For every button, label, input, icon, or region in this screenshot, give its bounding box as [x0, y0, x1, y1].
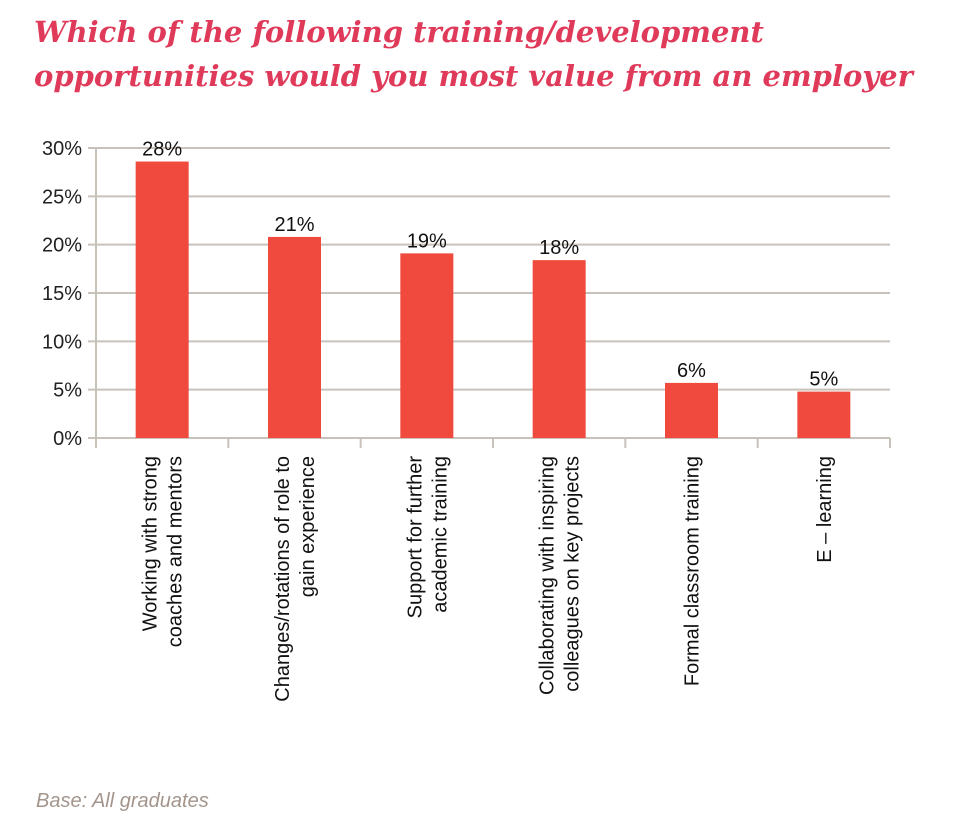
- category-label: Collaborating with inspiring colleagues o…: [537, 456, 584, 695]
- base-footnote: Base: All graduates: [36, 790, 209, 812]
- category-label: Working with strong coaches and mentors: [140, 456, 187, 647]
- category-label-line: coaches and mentors: [165, 456, 187, 647]
- category-label: Support for further academic training: [404, 456, 451, 619]
- data-label: 5%: [809, 369, 838, 391]
- category-label-line: Formal classroom training: [682, 456, 704, 686]
- category-label-line: Support for further: [404, 456, 426, 619]
- bar: [400, 253, 454, 438]
- category-label-line: colleagues on key projects: [562, 456, 584, 692]
- category-label-line: Changes/rotations of role to: [272, 456, 294, 702]
- y-tick-label: 30%: [42, 138, 82, 160]
- data-label: 18%: [539, 237, 579, 259]
- y-tick-label: 5%: [53, 380, 82, 402]
- y-tick-label: 10%: [42, 331, 82, 353]
- data-label: 6%: [677, 360, 706, 382]
- bar: [665, 382, 718, 438]
- bar: [532, 260, 586, 438]
- y-tick-label: 25%: [42, 186, 82, 208]
- chart-title: Which of the following training/developm…: [34, 10, 974, 98]
- category-label-line: Working with strong: [140, 456, 162, 631]
- data-label: 28%: [142, 139, 182, 161]
- bar: [135, 161, 189, 439]
- category-label: E – learning: [814, 456, 836, 563]
- chart-title-line-1: Which of the following training/developm…: [34, 15, 764, 49]
- bar: [268, 236, 321, 438]
- chart-title-line-2: opportunities would you most value from …: [34, 59, 913, 93]
- category-label: Changes/rotations of role to gain experie…: [272, 456, 319, 702]
- category-label-line: gain experience: [297, 456, 319, 597]
- bar: [797, 391, 851, 438]
- category-label-line: Collaborating with inspiring: [537, 456, 559, 695]
- y-tick-label: 20%: [42, 235, 82, 257]
- category-label-line: academic training: [429, 456, 451, 613]
- category-label: Formal classroom training: [682, 456, 704, 686]
- data-label: 21%: [274, 214, 314, 236]
- data-label: 19%: [407, 230, 447, 252]
- y-tick-label: 15%: [42, 283, 82, 305]
- bar-chart: 0% 5% 10% 15% 20% 25% 30% 28% Working with stron…: [42, 138, 891, 702]
- category-label-line: E – learning: [814, 456, 836, 563]
- y-tick-label: 0%: [53, 428, 82, 450]
